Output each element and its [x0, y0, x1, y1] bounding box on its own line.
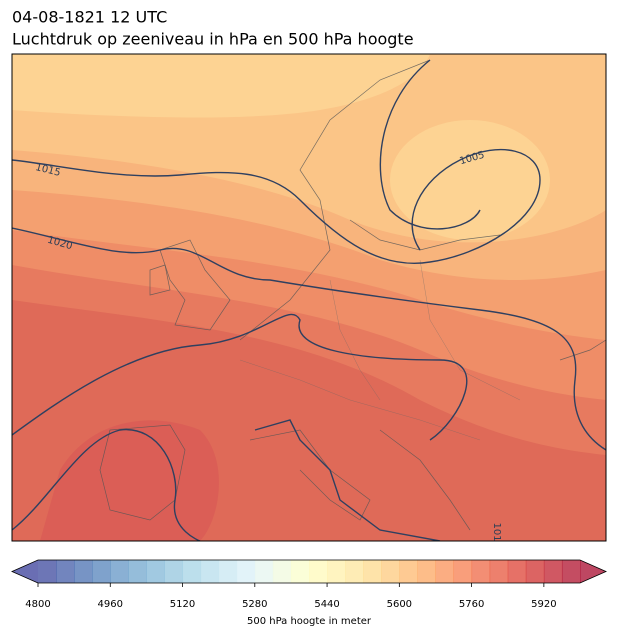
x-tick-label: 5440: [314, 599, 339, 610]
colorbar-bin: [236, 560, 256, 583]
colorbar-bin: [525, 560, 545, 583]
colorbar-bin: [200, 560, 220, 583]
colorbar-bin: [38, 560, 57, 583]
colorbar-bin: [92, 560, 111, 583]
contour-label: 101: [491, 522, 502, 541]
colorbar-bin: [182, 560, 202, 583]
colorbar-bin: [417, 560, 436, 583]
colorbar-extend: [580, 560, 606, 583]
colorbar-bin: [128, 560, 147, 583]
colorbar-bin: [363, 560, 382, 583]
colorbar-outline: [11, 559, 607, 584]
colorbar-bin: [327, 560, 346, 583]
colorbar-bin: [272, 560, 292, 583]
colorbar-bin: [507, 560, 527, 583]
x-tick-label: 5120: [170, 599, 195, 610]
x-tick-label: 5600: [387, 599, 412, 610]
colorbar-bin: [399, 560, 418, 583]
map: [12, 54, 606, 541]
colorbar-extend: [12, 560, 38, 583]
colorbar-label: 500 hPa hoogte in meter: [247, 616, 372, 627]
colorbar-bin: [381, 560, 400, 583]
colorbar-bin: [290, 560, 310, 583]
colorbar-bin: [471, 560, 491, 583]
colorbar-bin: [146, 560, 165, 583]
map-frame: [11, 53, 607, 542]
colorbar-bin: [543, 560, 563, 583]
colorbar-bin: [489, 560, 509, 583]
colorbar: 4800 4960 5120 5280 5440 5600 5760 5920: [11, 559, 607, 610]
colorbar-bin: [74, 560, 93, 583]
title: 04-08-1821 12 UTC: [12, 8, 167, 27]
colorbar-bin: [561, 560, 581, 583]
colorbar-bin: [345, 560, 364, 583]
x-tick-label: 5760: [459, 599, 484, 610]
x-tick-label: 4800: [25, 599, 50, 610]
x-tick-label: 5920: [531, 599, 556, 610]
colorbar-bin: [110, 560, 129, 583]
colorbar-bin: [254, 560, 274, 583]
x-tick-label: 4960: [98, 599, 123, 610]
colorbar-bin: [218, 560, 238, 583]
colorbar-bin: [56, 560, 75, 583]
x-tick-label: 5280: [242, 599, 267, 610]
colorbar-bin: [453, 560, 473, 583]
colorbar-bin: [164, 560, 184, 583]
colorbar-bin: [309, 560, 328, 583]
subtitle: Luchtdruk op zeeniveau in hPa en 500 hPa…: [12, 30, 414, 49]
colorbar-bin: [435, 560, 455, 583]
